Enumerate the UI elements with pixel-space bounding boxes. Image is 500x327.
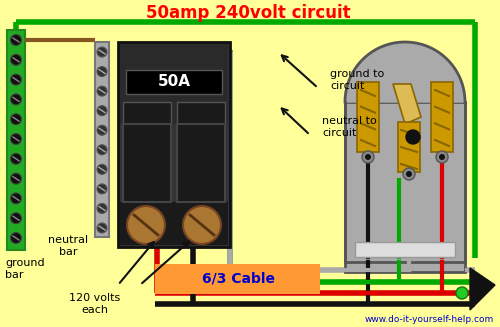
Circle shape [97,86,107,96]
Bar [120,44,228,124]
Text: ground
bar: ground bar [5,258,44,280]
Circle shape [97,106,107,116]
Circle shape [362,151,374,163]
Circle shape [10,114,22,125]
Circle shape [97,164,107,174]
Bar [7,30,25,250]
Bar [357,82,379,152]
Circle shape [97,67,107,77]
Circle shape [365,154,371,160]
Circle shape [10,232,22,244]
Bar [118,42,230,247]
Circle shape [10,153,22,164]
Circle shape [10,35,22,45]
Text: 50A: 50A [158,75,190,90]
Bar [355,242,455,257]
Circle shape [97,203,107,214]
Circle shape [97,125,107,135]
Bar [126,70,222,94]
Circle shape [97,47,107,57]
Circle shape [97,223,107,233]
Bar [120,202,228,245]
Circle shape [436,151,448,163]
Circle shape [10,54,22,65]
Bar [177,102,225,124]
Bar [177,124,225,202]
Text: 6/3 Cable: 6/3 Cable [202,272,274,286]
Text: www.do-it-yourself-help.com: www.do-it-yourself-help.com [365,316,494,324]
Circle shape [439,154,445,160]
Text: 120 volts
each: 120 volts each [70,293,120,315]
Circle shape [97,145,107,155]
Circle shape [406,171,412,177]
Circle shape [10,193,22,204]
Circle shape [10,74,22,85]
Bar [95,42,109,237]
Circle shape [10,173,22,184]
Circle shape [406,130,420,144]
Circle shape [10,133,22,145]
Polygon shape [345,42,465,102]
Circle shape [183,206,221,244]
Polygon shape [393,84,421,124]
Bar [398,122,420,172]
Circle shape [10,213,22,224]
Text: neutral
bar: neutral bar [48,235,88,257]
Polygon shape [470,268,495,310]
Bar [123,102,171,124]
Text: neutral to
circuit: neutral to circuit [322,116,377,138]
Circle shape [10,94,22,105]
Bar [345,102,465,272]
Circle shape [456,287,468,299]
Circle shape [97,184,107,194]
Bar [431,82,453,152]
Text: ground to
circuit: ground to circuit [330,69,384,91]
Circle shape [127,206,165,244]
Text: 50amp 240volt circuit: 50amp 240volt circuit [146,4,350,22]
Circle shape [403,168,415,180]
Bar [155,264,320,294]
Bar [123,124,171,202]
